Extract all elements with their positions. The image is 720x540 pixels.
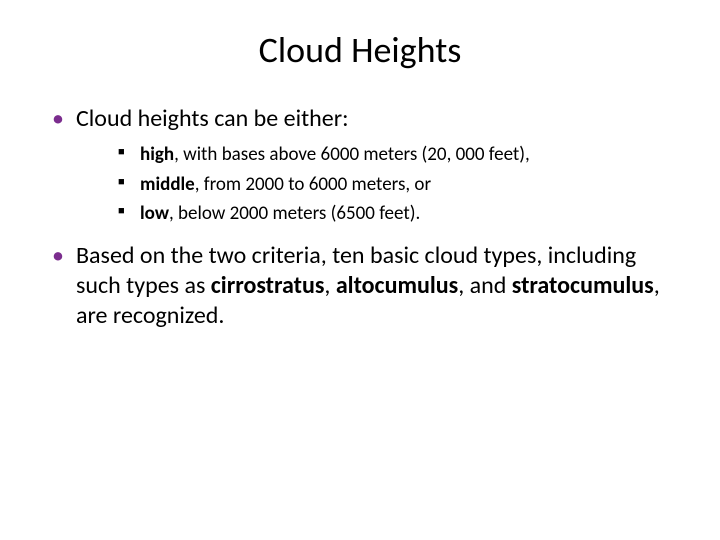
slide: Cloud Heights Cloud heights can be eithe… bbox=[0, 0, 720, 540]
bullet-list-level2: high, with bases above 6000 meters (20, … bbox=[118, 142, 680, 227]
bold-term: cirrostratus bbox=[211, 271, 325, 300]
bullet-text: , below 2000 meters (6500 feet). bbox=[169, 202, 420, 225]
bullet-text: , with bases above 6000 meters (20, 000 … bbox=[174, 143, 530, 166]
bold-term: low bbox=[140, 202, 169, 225]
bullet-text: Cloud heights can be either: bbox=[76, 104, 348, 133]
list-item: high, with bases above 6000 meters (20, … bbox=[118, 142, 680, 168]
list-item: low, below 2000 meters (6500 feet). bbox=[118, 201, 680, 227]
bold-term: high bbox=[140, 143, 174, 166]
list-item: Cloud heights can be either: high, with … bbox=[48, 104, 680, 227]
bold-term: altocumulus bbox=[336, 271, 458, 300]
bullet-text: , and bbox=[458, 271, 512, 300]
bold-term: stratocumulus bbox=[512, 271, 654, 300]
list-item: middle, from 2000 to 6000 meters, or bbox=[118, 172, 680, 198]
bullet-text: , bbox=[324, 271, 335, 300]
bullet-list-level1: Cloud heights can be either: high, with … bbox=[48, 104, 680, 331]
bullet-text: , from 2000 to 6000 meters, or bbox=[195, 173, 431, 196]
slide-title: Cloud Heights bbox=[40, 28, 680, 72]
bold-term: middle bbox=[140, 173, 195, 196]
list-item: Based on the two criteria, ten basic clo… bbox=[48, 241, 680, 331]
